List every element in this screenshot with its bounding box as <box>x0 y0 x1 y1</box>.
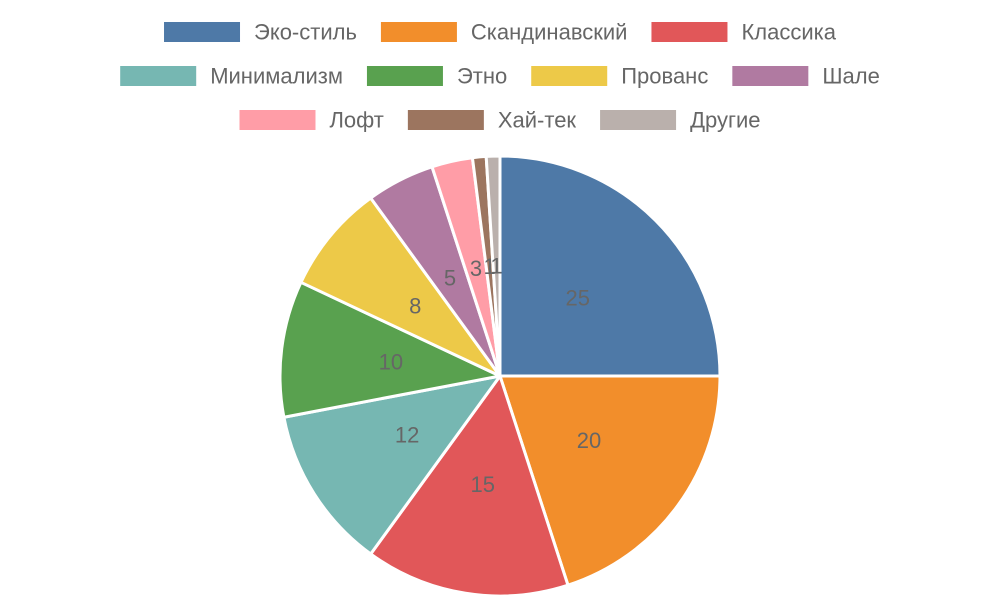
legend-item[interactable]: Хай-тек <box>407 108 577 133</box>
legend-item[interactable]: Другие <box>600 108 761 133</box>
pie-slice[interactable] <box>498 374 722 587</box>
pie-slice[interactable] <box>484 154 502 378</box>
legend-item[interactable]: Классика <box>651 20 837 45</box>
legend-swatch <box>120 66 197 86</box>
legend: Эко-стиль Скандинавский Классика Минимализм… <box>120 20 880 133</box>
slice-value-label: 1 <box>484 254 496 279</box>
legend-swatch <box>407 110 484 130</box>
slice-value-label: 1 <box>490 254 502 279</box>
legend-label: Лофт <box>329 108 383 133</box>
slice-value-label: 8 <box>409 293 421 318</box>
slice-value-label: 3 <box>470 256 482 281</box>
slice-value-label: 5 <box>444 265 456 290</box>
legend-swatch <box>164 22 241 42</box>
slice-value-label: 25 <box>566 286 590 311</box>
slice-value-label: 20 <box>577 428 601 453</box>
pie-slice[interactable] <box>282 374 502 556</box>
pie-slice[interactable] <box>278 280 502 419</box>
pie-slice[interactable] <box>299 196 502 378</box>
slice-value-label: 12 <box>395 422 419 447</box>
legend-item[interactable]: Эко-стиль <box>164 20 357 45</box>
legend-label: Эко-стиль <box>254 20 357 45</box>
legend-swatch <box>531 66 608 86</box>
legend-item[interactable]: Шале <box>732 64 880 89</box>
pie-slice[interactable] <box>369 374 570 598</box>
data-labels: 25 20 15 12 10 85 3 11 <box>379 254 602 498</box>
legend-item[interactable]: Лофт <box>239 108 384 133</box>
slice-value-label: 15 <box>471 472 495 497</box>
legend-item[interactable]: Прованс <box>531 64 708 89</box>
legend-label: Шале <box>822 64 879 89</box>
legend-swatch <box>239 110 316 130</box>
legend-label: Классика <box>741 20 836 45</box>
legend-swatch <box>651 22 728 42</box>
legend-item[interactable]: Этно <box>366 64 507 89</box>
legend-label: Скандинавский <box>471 20 628 45</box>
legend-item[interactable]: Скандинавский <box>380 20 628 45</box>
legend-label: Хай-тек <box>498 108 577 133</box>
legend-label: Минимализм <box>210 64 343 89</box>
pie-slice[interactable] <box>498 154 722 378</box>
legend-swatch <box>366 66 443 86</box>
legend-label: Этно <box>457 64 507 89</box>
legend-swatch <box>732 66 809 86</box>
legend-swatch <box>380 22 457 42</box>
pie-slices <box>278 154 722 598</box>
legend-item[interactable]: Минимализм <box>120 64 343 89</box>
legend-label: Другие <box>690 108 760 133</box>
legend-swatch <box>600 110 677 130</box>
slice-value-label: 10 <box>379 350 403 375</box>
legend-label: Прованс <box>621 64 708 89</box>
